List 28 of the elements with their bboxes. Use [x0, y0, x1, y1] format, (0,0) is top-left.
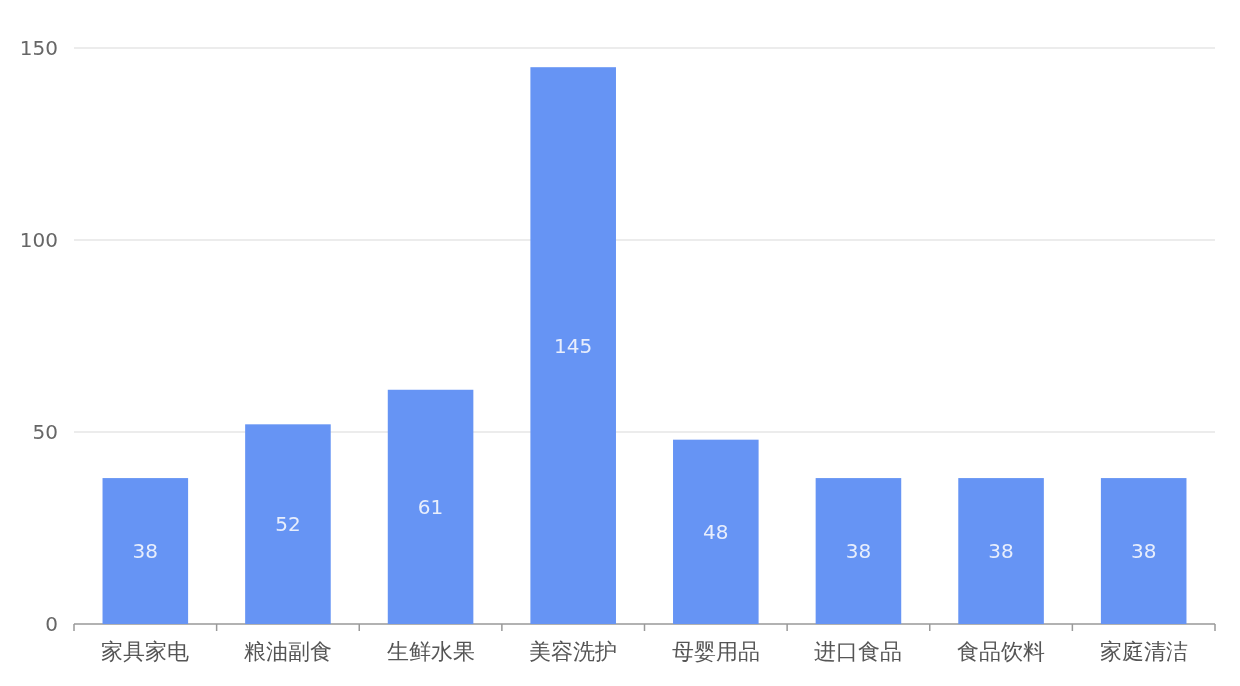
bar — [245, 424, 331, 624]
x-tick-label: 母婴用品 — [671, 639, 760, 664]
y-tick-label: 100 — [19, 228, 58, 252]
x-tick-label: 粮油副食 — [243, 639, 332, 664]
data-label: 61 — [417, 494, 444, 519]
y-tick-label: 0 — [45, 612, 58, 636]
x-tick-label: 美容洗护 — [529, 639, 618, 664]
bar — [1100, 478, 1187, 624]
y-tick-label: 150 — [19, 36, 58, 60]
x-tick-label: 家具家电 — [101, 639, 190, 664]
bar — [387, 389, 474, 624]
y-tick-label: 50 — [32, 420, 58, 444]
data-label: 52 — [275, 512, 301, 537]
bar — [958, 478, 1044, 624]
x-tick-label: 食品饮料 — [957, 639, 1046, 664]
data-label: 48 — [703, 519, 729, 544]
data-label: 38 — [988, 539, 1014, 564]
bar — [530, 67, 616, 624]
x-tick-label: 生鲜水果 — [386, 639, 475, 664]
x-tick-label: 进口食品 — [814, 639, 903, 664]
x-tick-label: 家庭清洁 — [1099, 639, 1188, 664]
data-label: 38 — [845, 539, 872, 564]
data-label: 38 — [1130, 539, 1157, 564]
bar — [673, 439, 759, 624]
data-label: 38 — [132, 539, 159, 564]
bar — [102, 478, 189, 624]
data-label: 145 — [554, 333, 593, 358]
bar — [815, 478, 902, 624]
